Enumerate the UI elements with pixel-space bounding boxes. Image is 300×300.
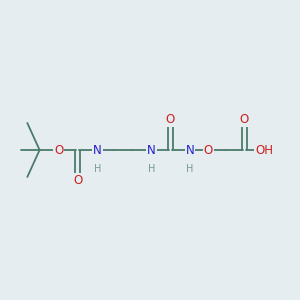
- Text: OH: OH: [255, 143, 273, 157]
- Text: N: N: [147, 143, 156, 157]
- Text: H: H: [186, 164, 194, 174]
- Text: O: O: [166, 113, 175, 126]
- Text: O: O: [204, 143, 213, 157]
- Text: H: H: [148, 164, 155, 174]
- Text: O: O: [240, 113, 249, 126]
- Text: O: O: [54, 143, 63, 157]
- Text: N: N: [186, 143, 194, 157]
- Text: H: H: [94, 164, 101, 174]
- Text: O: O: [73, 174, 82, 187]
- Text: N: N: [93, 143, 102, 157]
